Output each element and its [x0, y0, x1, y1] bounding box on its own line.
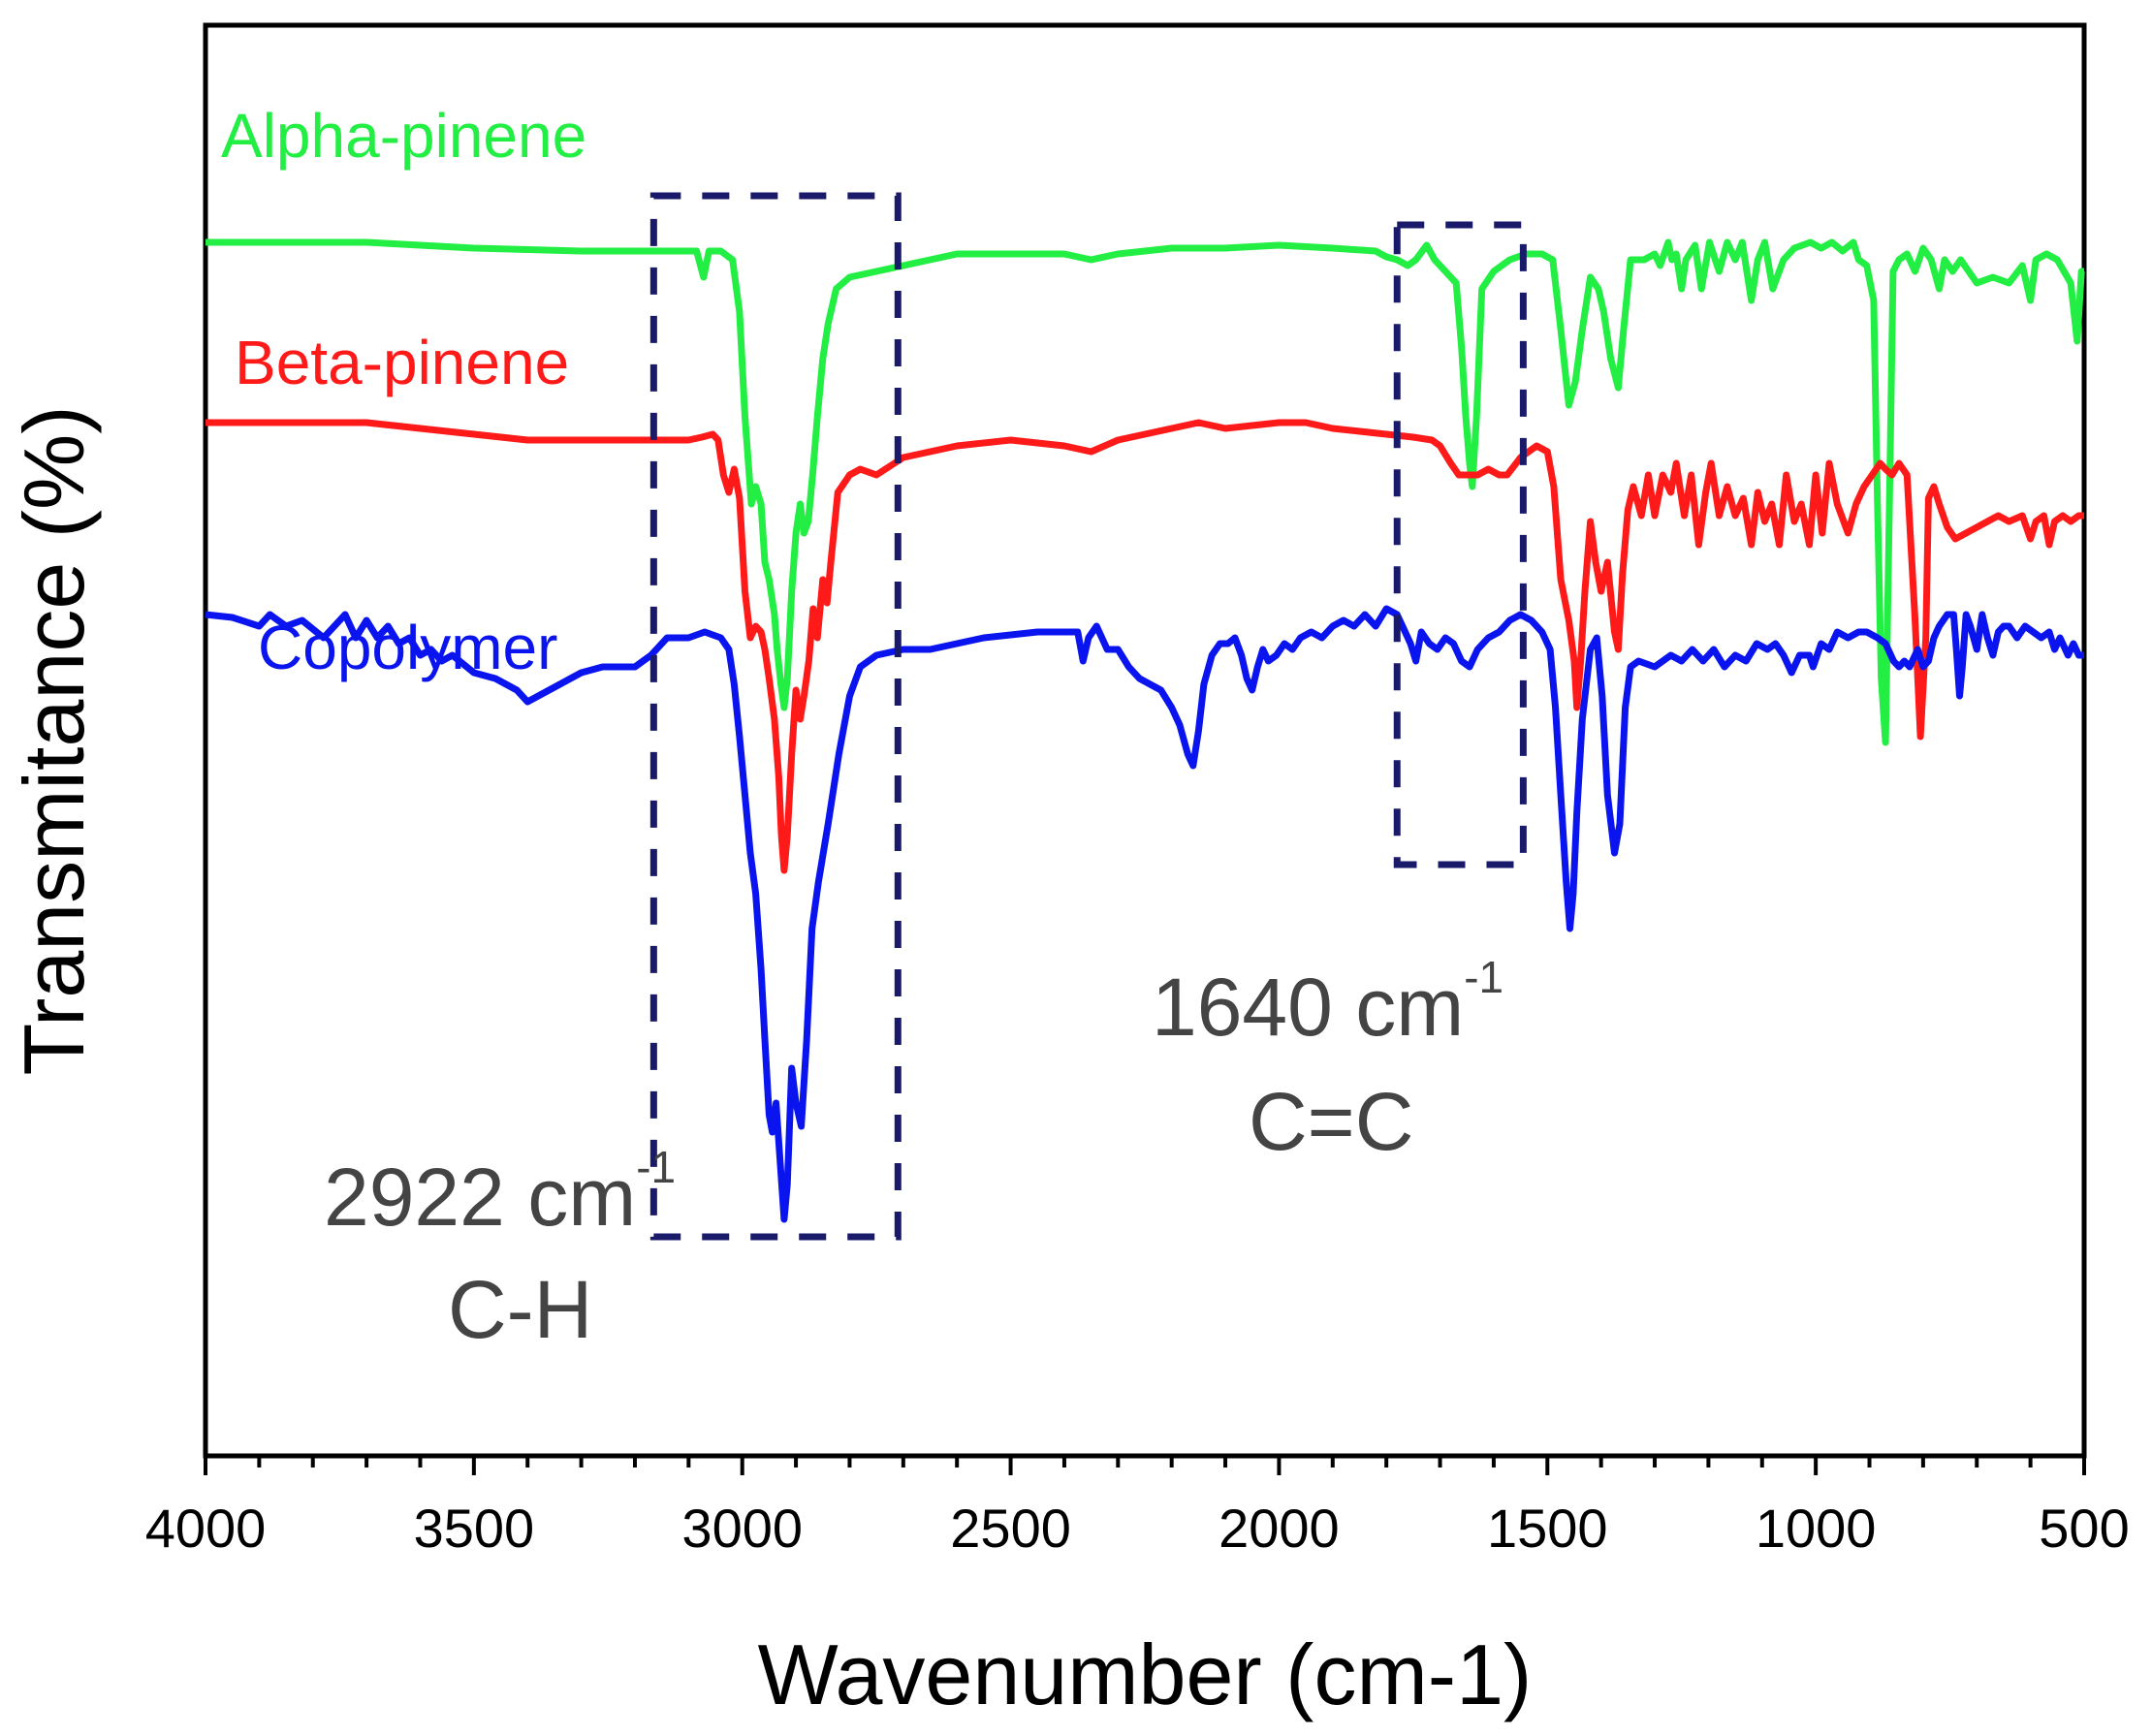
annotation-box-ch — [649, 192, 902, 1241]
series-group — [205, 238, 2085, 1223]
annotation-ch-superscript: -1 — [636, 1142, 676, 1192]
legend-copolymer: Copolymer — [258, 613, 557, 682]
x-axis-title: Wavenumber (cm-1) — [758, 1626, 1533, 1722]
annotation-boxes — [649, 192, 1527, 1241]
annotation-ch-bond: C-H — [448, 1264, 592, 1355]
legend-alpha-pinene: Alpha-pinene — [221, 101, 586, 171]
series-line-alpha-pinene — [206, 238, 2085, 746]
x-tick-label: 3500 — [414, 1498, 535, 1559]
x-tick-label: 3000 — [681, 1498, 803, 1559]
series-line-beta-pinene — [206, 419, 2084, 874]
series-line-copolymer — [205, 605, 2084, 1223]
annotation-box-cc — [1393, 221, 1527, 868]
x-axis-tick-labels: 4000 3500 3000 2500 2000 1500 1000 500 — [145, 1498, 2130, 1559]
x-tick-label: 1500 — [1487, 1498, 1608, 1559]
plot-frame — [203, 22, 2087, 1459]
x-tick-label: 2000 — [1218, 1498, 1340, 1559]
annotation-ch-value: 2922 cm-1 — [324, 1142, 676, 1243]
legend-beta-pinene: Beta-pinene — [235, 328, 569, 397]
x-tick-label: 1000 — [1756, 1498, 1877, 1559]
x-tick-label: 500 — [2039, 1498, 2129, 1559]
annotation-cc-number: 1640 cm — [1152, 962, 1464, 1053]
x-tick-label: 2500 — [950, 1498, 1071, 1559]
y-axis-title: Transmitance (%) — [6, 405, 102, 1075]
x-axis-ticks — [204, 1456, 2086, 1475]
annotation-ch-number: 2922 cm — [324, 1152, 636, 1243]
annotation-cc-superscript: -1 — [1464, 952, 1503, 1002]
annotation-cc-value: 1640 cm-1 — [1152, 952, 1503, 1053]
annotation-cc-bond: C=C — [1249, 1076, 1413, 1167]
x-tick-label: 4000 — [145, 1498, 267, 1559]
